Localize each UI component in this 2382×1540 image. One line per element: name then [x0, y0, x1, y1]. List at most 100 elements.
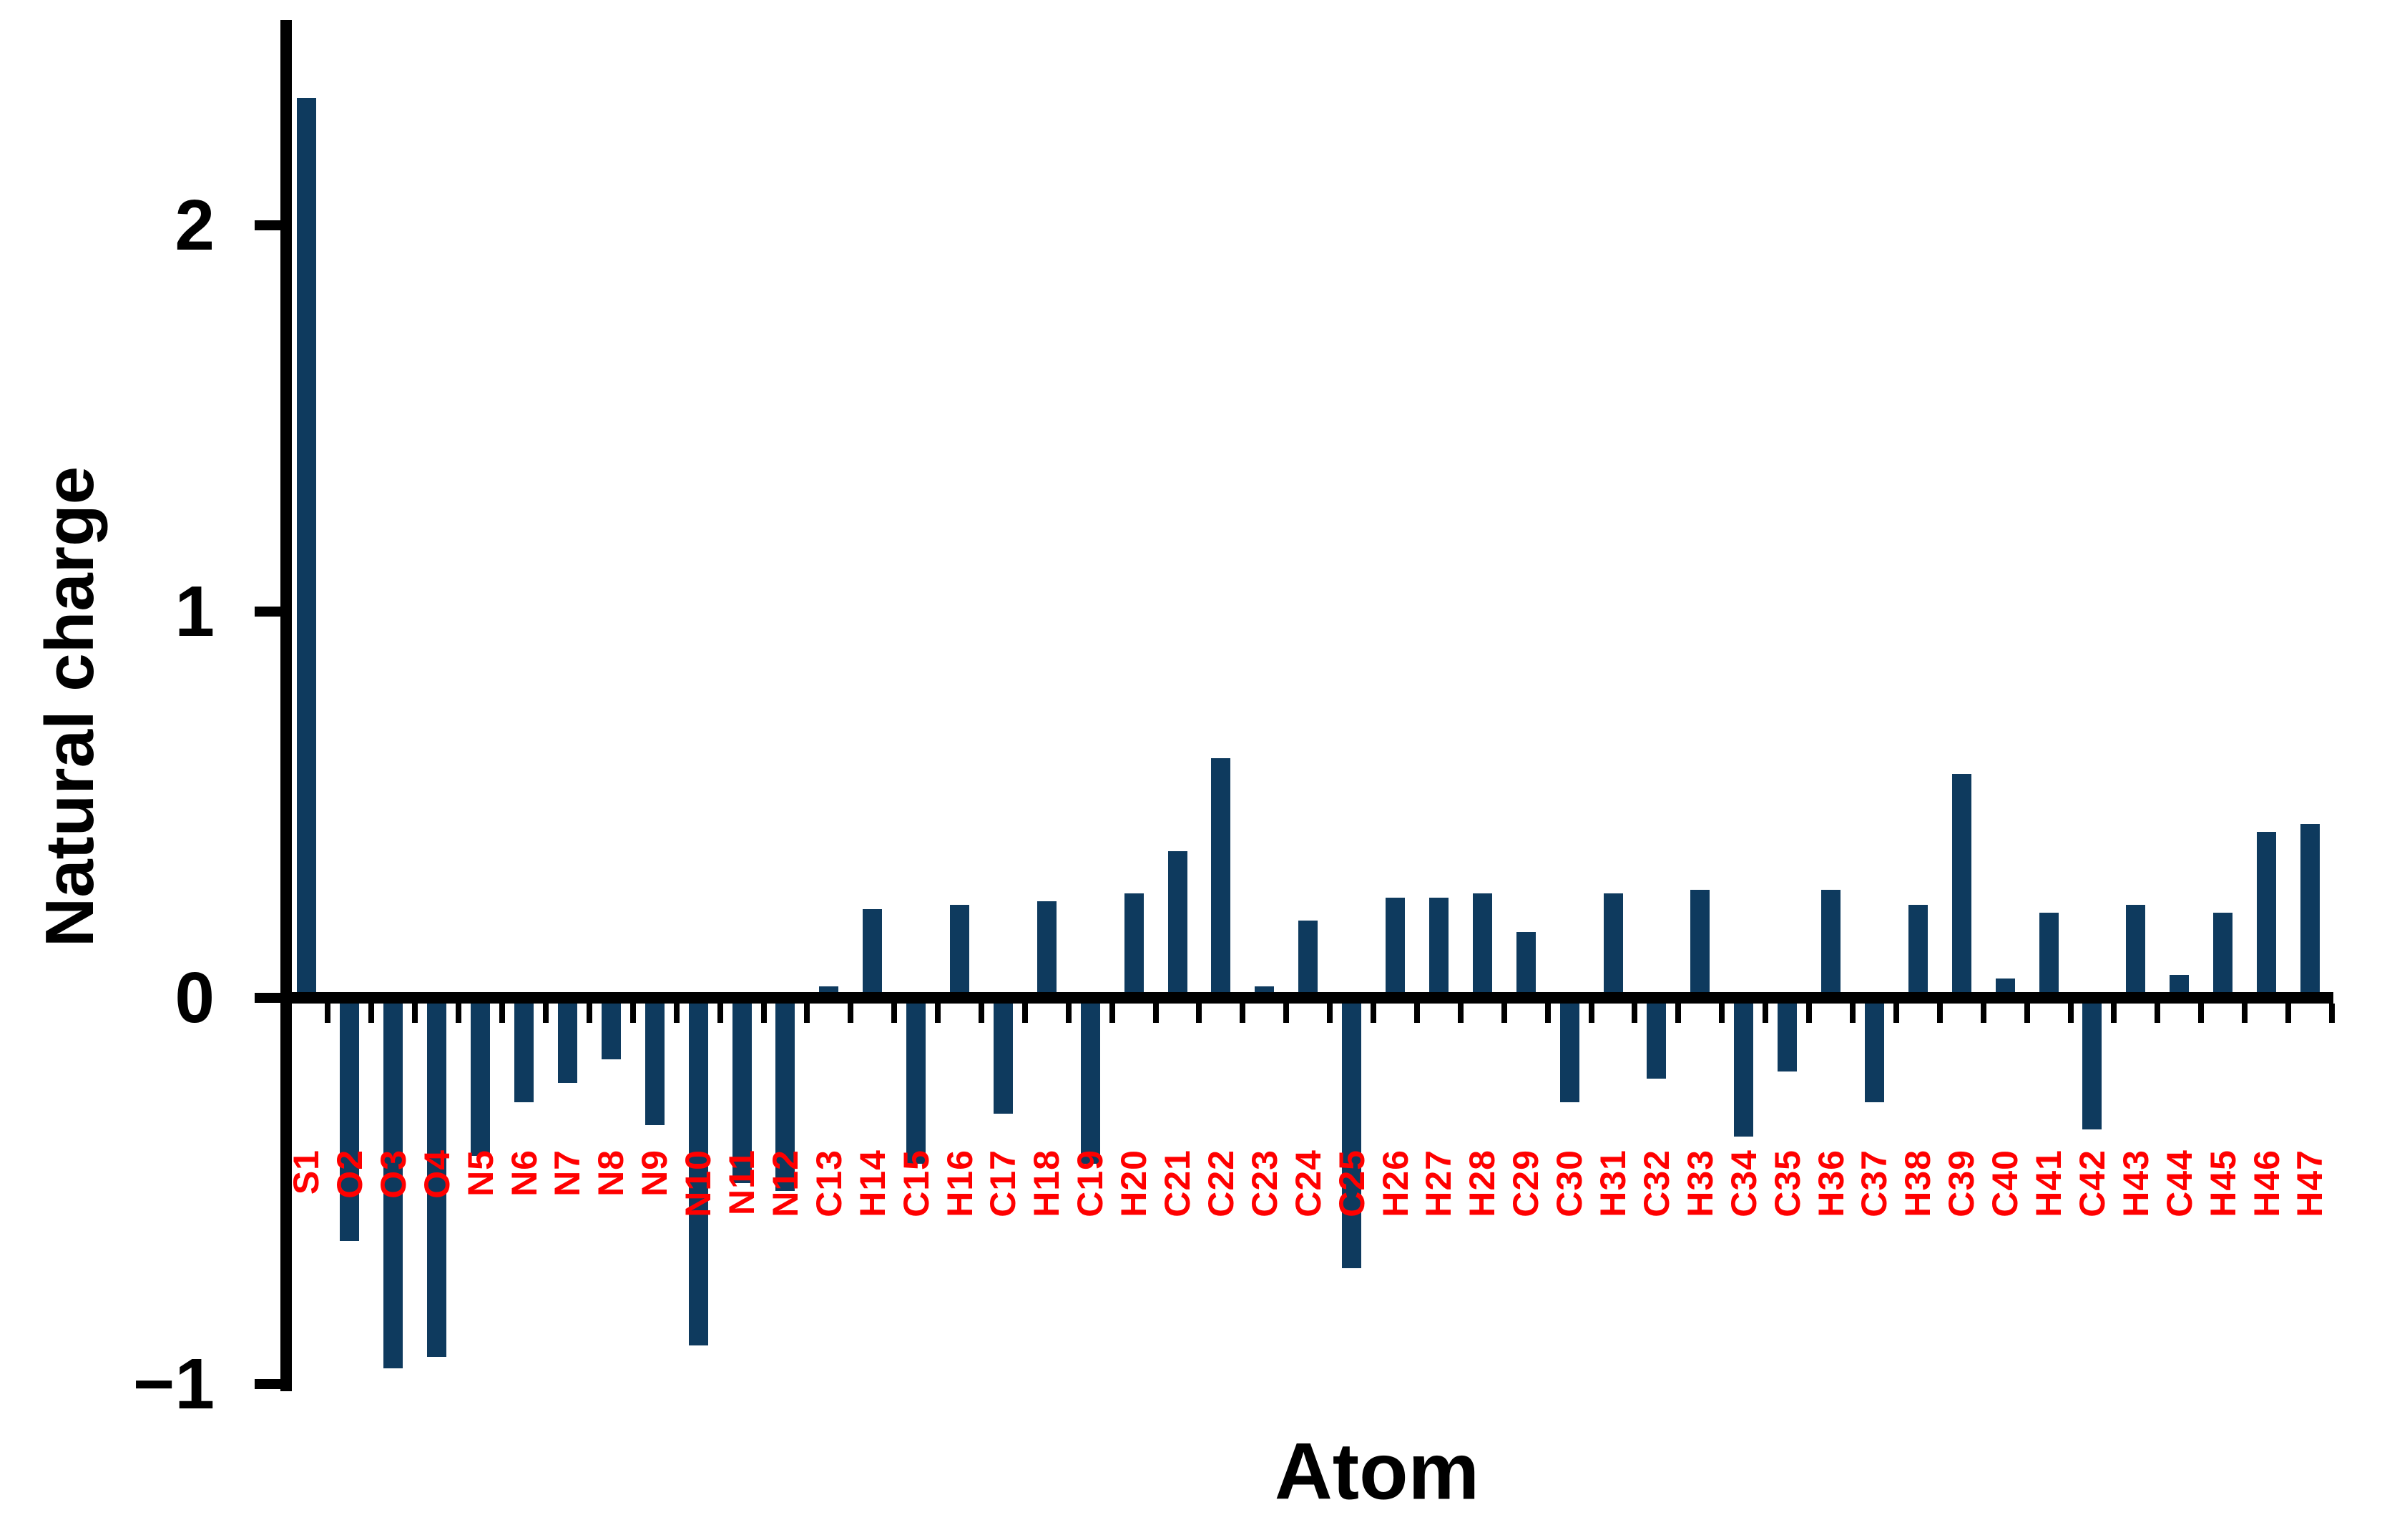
- bar-C19: [1080, 998, 1100, 1164]
- y-axis-tick-0: [255, 993, 286, 1003]
- y-tick-label-−1: −1: [132, 1343, 215, 1424]
- x-category-label-C37: C37: [1854, 1149, 1895, 1217]
- x-axis-tick: [456, 1004, 462, 1023]
- x-category-label-H33: H33: [1680, 1149, 1720, 1217]
- bar-H14: [863, 908, 883, 998]
- bar-C42: [2082, 998, 2102, 1129]
- x-category-label-H43: H43: [2115, 1149, 2156, 1217]
- x-category-label-N11: N11: [722, 1149, 762, 1215]
- x-axis-tick: [1719, 1004, 1725, 1023]
- x-category-label-C29: C29: [1506, 1149, 1547, 1217]
- x-category-label-H27: H27: [1418, 1149, 1459, 1217]
- x-axis-tick: [543, 1004, 549, 1023]
- bar-H46: [2257, 831, 2276, 998]
- x-axis-tick: [1240, 1004, 1246, 1023]
- x-category-label-H36: H36: [1810, 1149, 1851, 1217]
- x-category-label-H14: H14: [852, 1149, 893, 1217]
- x-category-label-C22: C22: [1200, 1149, 1241, 1217]
- x-axis-tick: [1501, 1004, 1507, 1023]
- x-category-label-C40: C40: [1985, 1149, 2026, 1217]
- bar-N10: [688, 998, 708, 1345]
- bar-C35: [1778, 998, 1798, 1071]
- x-category-label-H46: H46: [2246, 1149, 2287, 1217]
- x-category-label-C30: C30: [1549, 1149, 1590, 1217]
- x-axis-tick: [2328, 1004, 2335, 1023]
- x-axis-tick: [1980, 1004, 1986, 1023]
- x-axis-tick: [673, 1004, 680, 1023]
- bar-C24: [1298, 921, 1318, 998]
- bar-H28: [1472, 893, 1492, 998]
- bar-C29: [1516, 932, 1536, 998]
- x-axis-tick: [1327, 1004, 1333, 1023]
- x-category-label-N7: N7: [547, 1149, 588, 1197]
- x-axis-tick: [1021, 1004, 1028, 1023]
- x-axis-tick: [2155, 1004, 2161, 1023]
- x-category-label-H26: H26: [1375, 1149, 1416, 1217]
- bar-H31: [1603, 893, 1623, 998]
- x-category-label-H38: H38: [1898, 1149, 1939, 1217]
- bar-O2: [340, 998, 360, 1242]
- x-axis-tick: [935, 1004, 941, 1023]
- x-category-label-H28: H28: [1462, 1149, 1503, 1217]
- x-category-label-H18: H18: [1026, 1149, 1067, 1217]
- x-axis-tick: [1457, 1004, 1464, 1023]
- bar-N7: [557, 998, 577, 1083]
- x-category-label-C42: C42: [2072, 1149, 2112, 1217]
- x-axis-tick: [717, 1004, 723, 1023]
- x-category-label-C15: C15: [896, 1149, 936, 1217]
- bar-O3: [383, 998, 403, 1369]
- x-category-label-C19: C19: [1070, 1149, 1111, 1217]
- x-axis-tick: [2111, 1004, 2117, 1023]
- x-category-label-H20: H20: [1114, 1149, 1155, 1217]
- bar-C21: [1167, 850, 1187, 998]
- x-axis-tick: [848, 1004, 854, 1023]
- x-axis-tick: [2024, 1004, 2030, 1023]
- x-axis-tick: [1152, 1004, 1159, 1023]
- x-category-label-C25: C25: [1331, 1149, 1372, 1217]
- bar-C15: [906, 998, 926, 1164]
- bar-H27: [1428, 897, 1449, 998]
- bar-H45: [2213, 913, 2233, 998]
- bar-H43: [2126, 905, 2146, 998]
- x-axis-tick: [2067, 1004, 2074, 1023]
- x-axis-tick: [586, 1004, 592, 1023]
- bar-C34: [1734, 998, 1754, 1137]
- x-category-label-O2: O2: [329, 1149, 370, 1199]
- x-category-label-N8: N8: [591, 1149, 632, 1197]
- x-category-label-C32: C32: [1636, 1149, 1677, 1217]
- x-category-label-C34: C34: [1723, 1149, 1764, 1217]
- x-axis-tick: [1371, 1004, 1376, 1023]
- y-axis-line: [280, 20, 292, 1391]
- x-category-label-N10: N10: [678, 1149, 719, 1217]
- x-axis-tick: [1109, 1004, 1115, 1023]
- x-category-label-H31: H31: [1593, 1149, 1633, 1217]
- y-tick-label-0: 0: [175, 957, 215, 1038]
- x-axis-tick: [2285, 1004, 2291, 1023]
- bar-C32: [1647, 998, 1667, 1079]
- x-axis-tick: [499, 1004, 505, 1023]
- x-category-label-N12: N12: [765, 1149, 805, 1217]
- x-axis-tick: [1850, 1004, 1856, 1023]
- y-tick-label-1: 1: [175, 571, 215, 652]
- x-axis-tick: [1675, 1004, 1682, 1023]
- x-axis-tick: [891, 1004, 898, 1023]
- x-axis-tick: [2198, 1004, 2205, 1023]
- y-axis-title: Natural charge: [31, 466, 108, 948]
- x-category-label-C44: C44: [2159, 1149, 2200, 1217]
- x-category-label-H45: H45: [2202, 1149, 2243, 1217]
- x-category-label-O4: O4: [416, 1149, 457, 1199]
- x-axis-tick: [1763, 1004, 1769, 1023]
- x-axis-tick: [1413, 1004, 1420, 1023]
- bar-C30: [1559, 998, 1579, 1102]
- x-axis-line: [280, 992, 2333, 1004]
- x-category-label-O3: O3: [373, 1149, 413, 1199]
- bar-H20: [1124, 893, 1144, 998]
- x-axis-tick: [325, 1004, 331, 1023]
- x-axis-tick: [2242, 1004, 2248, 1023]
- x-category-label-H41: H41: [2029, 1149, 2069, 1217]
- bar-N6: [514, 998, 534, 1102]
- x-category-label-N9: N9: [634, 1149, 675, 1197]
- x-category-label-C35: C35: [1767, 1149, 1808, 1217]
- bar-H16: [950, 905, 969, 998]
- x-category-label-C23: C23: [1244, 1149, 1285, 1217]
